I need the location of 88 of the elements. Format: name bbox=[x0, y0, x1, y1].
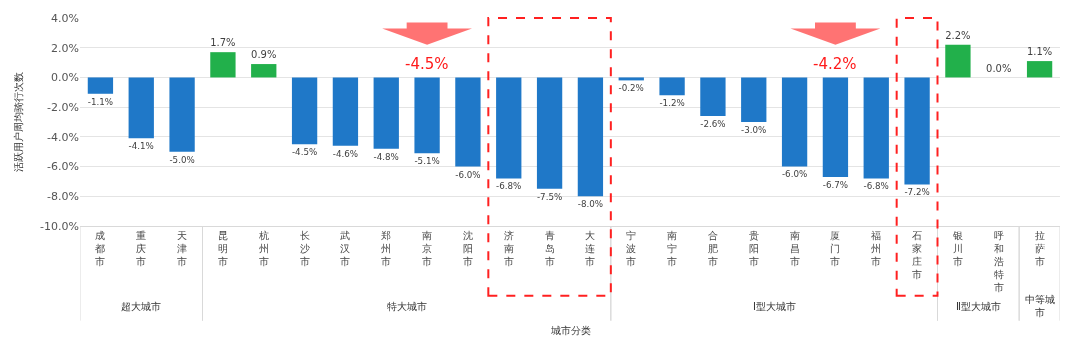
data-label: -5.0% bbox=[169, 154, 195, 165]
text: Ⅰ型大城市 bbox=[753, 301, 796, 312]
x-tick-label: 合肥市 bbox=[707, 230, 718, 267]
bar bbox=[741, 77, 767, 122]
bar bbox=[659, 77, 685, 96]
data-label: -4.8% bbox=[373, 151, 399, 162]
data-label: -0.2% bbox=[618, 83, 644, 94]
bar bbox=[210, 52, 236, 78]
data-label: 1.7% bbox=[210, 37, 236, 49]
bar bbox=[87, 77, 114, 94]
text: 特大城市 bbox=[387, 301, 427, 312]
y-tick-label: -6.0% bbox=[47, 160, 79, 174]
bar bbox=[455, 77, 481, 167]
bar bbox=[496, 77, 522, 179]
x-tick-label: 拉萨市 bbox=[1034, 230, 1045, 267]
text: 中等城市 bbox=[1025, 294, 1055, 318]
y-axis-title: 活跃用户周均骑行次数 bbox=[13, 72, 25, 172]
bar bbox=[904, 77, 930, 185]
data-label: -8.0% bbox=[577, 199, 604, 210]
data-label: -4.1% bbox=[128, 141, 154, 152]
data-label: -6.0% bbox=[781, 169, 808, 180]
data-label: -2.6% bbox=[700, 118, 726, 129]
bar bbox=[291, 77, 318, 145]
bar bbox=[700, 77, 726, 117]
data-label: -4.6% bbox=[332, 148, 359, 159]
bar bbox=[251, 64, 277, 78]
bar bbox=[863, 77, 889, 179]
y-tick-label: -10.0% bbox=[40, 219, 79, 233]
y-tick-label: -2.0% bbox=[47, 100, 79, 114]
data-label: -6.8% bbox=[863, 181, 889, 192]
y-tick-label: -4.0% bbox=[47, 130, 79, 144]
data-label: 1.1% bbox=[1026, 46, 1053, 58]
bar bbox=[781, 77, 808, 167]
x-tick-label: 南宁市 bbox=[667, 230, 678, 267]
annotation: -4.5% bbox=[405, 55, 449, 73]
x-tick-label: 宁波市 bbox=[626, 230, 637, 267]
data-label: -1.2% bbox=[659, 98, 685, 109]
y-tick-label: 0.0% bbox=[51, 71, 79, 85]
data-label: -3.0% bbox=[741, 124, 767, 135]
y-tick-label: 2.0% bbox=[51, 41, 79, 55]
x-axis-title: 城市分类 bbox=[550, 325, 591, 336]
data-label: -7.2% bbox=[904, 187, 930, 198]
bar bbox=[618, 77, 644, 81]
x-tick-label: 呼和浩特市 bbox=[993, 230, 1004, 293]
data-label: -6.0% bbox=[455, 169, 481, 180]
bar bbox=[169, 77, 195, 152]
data-label: -4.5% bbox=[291, 147, 318, 158]
data-label: 0.0% bbox=[986, 62, 1012, 74]
annotation: -4.2% bbox=[813, 55, 857, 73]
y-tick-label: 4.0% bbox=[51, 11, 79, 25]
x-tick-label: 郑州市 bbox=[381, 230, 392, 267]
x-tick-label: 石家庄市 bbox=[912, 230, 923, 280]
bar bbox=[822, 77, 849, 177]
x-tick-label: 青岛市 bbox=[544, 230, 555, 267]
bar bbox=[414, 77, 440, 154]
x-tick-label: 南昌市 bbox=[789, 230, 800, 267]
text: Ⅱ型大城市 bbox=[956, 301, 1001, 312]
x-tick-label: 杭州市 bbox=[257, 230, 269, 267]
x-tick-label: 厦门市 bbox=[830, 230, 841, 267]
bar bbox=[332, 77, 359, 146]
x-tick-label: 昆明市 bbox=[217, 230, 228, 267]
data-label: -6.8% bbox=[496, 181, 522, 192]
x-tick-label: 济南市 bbox=[503, 230, 514, 267]
data-label: -6.7% bbox=[822, 179, 849, 190]
bar bbox=[577, 77, 604, 197]
x-tick-label: 大连市 bbox=[585, 230, 596, 267]
x-tick-label: 银川市 bbox=[951, 230, 963, 267]
x-tick-label: 天津市 bbox=[177, 230, 188, 267]
x-tick-label: 贵阳市 bbox=[748, 230, 759, 267]
x-tick-label: 福州市 bbox=[871, 230, 882, 267]
text: 超大城市 bbox=[121, 301, 161, 312]
data-label: -5.1% bbox=[414, 156, 440, 167]
bar bbox=[1026, 61, 1053, 78]
data-label: 0.9% bbox=[251, 49, 277, 61]
bar bbox=[128, 77, 154, 139]
x-tick-label: 武汉市 bbox=[340, 230, 351, 267]
x-tick-label: 成都市 bbox=[95, 230, 106, 267]
x-tick-label: 南京市 bbox=[422, 230, 433, 267]
x-tick-label: 长沙市 bbox=[299, 230, 310, 267]
bar bbox=[945, 44, 971, 78]
bar bbox=[536, 77, 563, 189]
data-label: 2.2% bbox=[945, 30, 971, 42]
data-label: -1.1% bbox=[87, 96, 114, 107]
x-tick-label: 重庆市 bbox=[136, 230, 147, 267]
y-tick-label: -8.0% bbox=[47, 190, 79, 204]
x-tick-label: 沈阳市 bbox=[462, 230, 473, 267]
bar bbox=[373, 77, 399, 149]
data-label: -7.5% bbox=[536, 191, 563, 202]
